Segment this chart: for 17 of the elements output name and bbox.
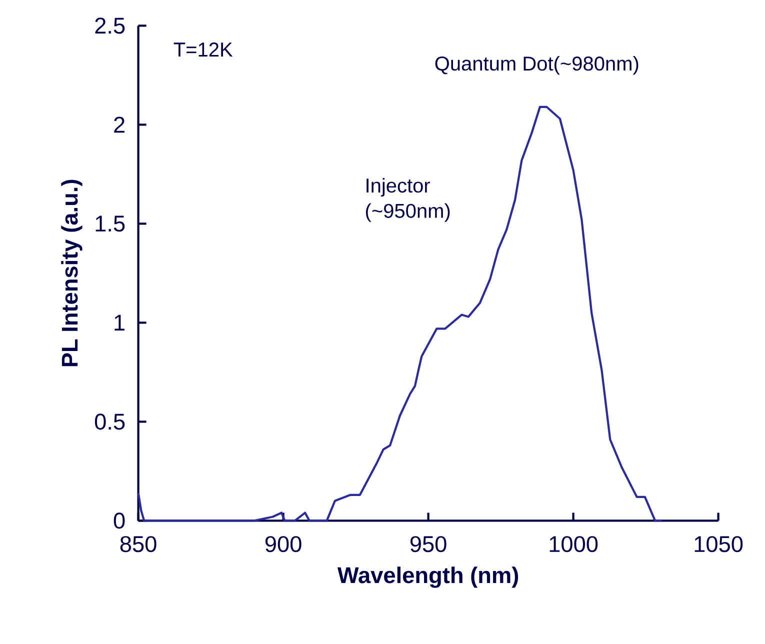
y-tick-label: 0.5 — [94, 414, 125, 430]
x-tick-label: 850 — [120, 536, 156, 552]
annotation: T=12K — [174, 42, 233, 56]
y-tick-label: 2.5 — [95, 18, 125, 34]
line-series — [137, 106, 663, 522]
x-tick-label: 1000 — [550, 536, 598, 552]
annotation: Quantum Dot(~980nm) — [435, 56, 638, 75]
y-tick-label: 1 — [114, 314, 124, 330]
y-tick-label: 0 — [114, 512, 125, 529]
x-tick-label: 900 — [265, 536, 302, 552]
x-axis-title: Wavelength (nm) — [337, 566, 518, 588]
y-tick-label: 2 — [114, 116, 124, 133]
y-tick-label: 1.5 — [96, 216, 125, 232]
y-axis-title: PL Intensity (a.u.) — [61, 180, 82, 366]
x-tick-label: 1050 — [694, 536, 743, 552]
annotation: Injector (~950nm) — [366, 178, 450, 222]
x-tick-label: 950 — [410, 536, 446, 552]
